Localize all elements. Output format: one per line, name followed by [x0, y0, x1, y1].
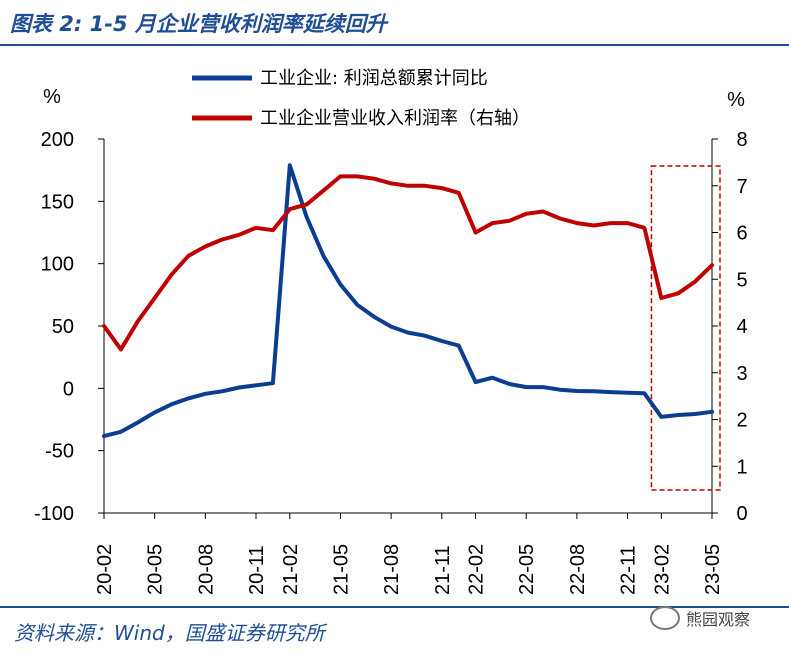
x-tick-label: 20-08	[195, 544, 217, 595]
right-unit-label: %	[727, 89, 745, 111]
series-line-1	[102, 163, 714, 439]
x-tick-label: 22-05	[516, 544, 538, 595]
x-tick-label: 22-08	[567, 544, 589, 595]
series-line-2	[102, 174, 714, 352]
left-tick-label: -100	[34, 503, 74, 525]
right-tick-label: 5	[736, 269, 747, 291]
source-note: 资料来源：Wind，国盛证券研究所	[14, 621, 325, 645]
right-tick-label: 0	[736, 503, 747, 525]
left-unit-label: %	[43, 86, 61, 108]
right-tick-label: 1	[736, 456, 747, 478]
x-tick-label: 20-11	[246, 545, 268, 595]
right-tick-label: 4	[736, 316, 747, 338]
left-tick-label: 150	[41, 191, 74, 213]
series-lines	[102, 163, 714, 439]
right-tick-label: 3	[736, 363, 747, 385]
legend-label-2: 工业企业营业收入利润率（右轴）	[260, 108, 530, 129]
figure-title: 图表 2: 1-5 月企业营收利润率延续回升	[10, 12, 387, 36]
right-tick-label: 6	[736, 223, 747, 245]
top-rule	[0, 44, 789, 46]
highlight-box	[650, 165, 721, 491]
line-chart: % % -100 -50 0 50 100 150 200 0 1 2 3 4 5 6 7 8 20-02 20-05…	[34, 68, 748, 595]
x-tick-label: 21-11	[432, 545, 454, 595]
right-tick-label: 7	[736, 176, 747, 198]
x-tick-label: 21-05	[330, 544, 352, 595]
right-tick-label: 8	[736, 129, 747, 151]
left-tick-label: 0	[63, 378, 74, 400]
x-tick-label: 21-02	[280, 544, 302, 595]
wechat-icon	[650, 606, 680, 630]
axes: % % -100 -50 0 50 100 150 200 0 1 2 3 4 5 6 7 8 20-02 20-05…	[34, 86, 748, 595]
right-tick-label: 2	[736, 410, 747, 432]
x-tick-label: 22-02	[466, 544, 488, 595]
watermark: 熊园观察	[650, 606, 750, 630]
left-tick-label: -50	[45, 441, 74, 463]
x-tick-label: 20-02	[94, 544, 116, 595]
x-tick-label: 20-05	[145, 544, 167, 595]
x-tick-label: 23-05	[702, 544, 724, 595]
left-tick-label: 50	[52, 316, 74, 338]
x-tick-label: 21-08	[381, 544, 403, 595]
legend-label-1: 工业企业: 利润总额累计同比	[260, 68, 488, 89]
left-tick-label: 100	[41, 254, 74, 276]
watermark-text: 熊园观察	[686, 610, 751, 629]
bottom-rule	[0, 606, 789, 608]
x-tick-label: 22-11	[618, 545, 640, 595]
left-tick-label: 200	[41, 129, 74, 151]
x-tick-label: 23-02	[651, 544, 673, 595]
